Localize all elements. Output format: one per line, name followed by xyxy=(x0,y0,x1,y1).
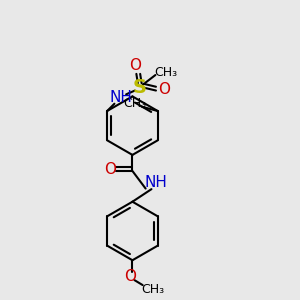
Text: CH₃: CH₃ xyxy=(141,283,164,296)
Text: O: O xyxy=(129,58,141,73)
Text: CH₃: CH₃ xyxy=(154,66,177,79)
Text: NH: NH xyxy=(144,175,167,190)
Text: S: S xyxy=(132,78,146,97)
Text: CH₃: CH₃ xyxy=(123,97,146,110)
Text: O: O xyxy=(158,82,170,97)
Text: O: O xyxy=(124,269,136,284)
Text: NH: NH xyxy=(110,90,132,105)
Text: O: O xyxy=(103,162,116,177)
